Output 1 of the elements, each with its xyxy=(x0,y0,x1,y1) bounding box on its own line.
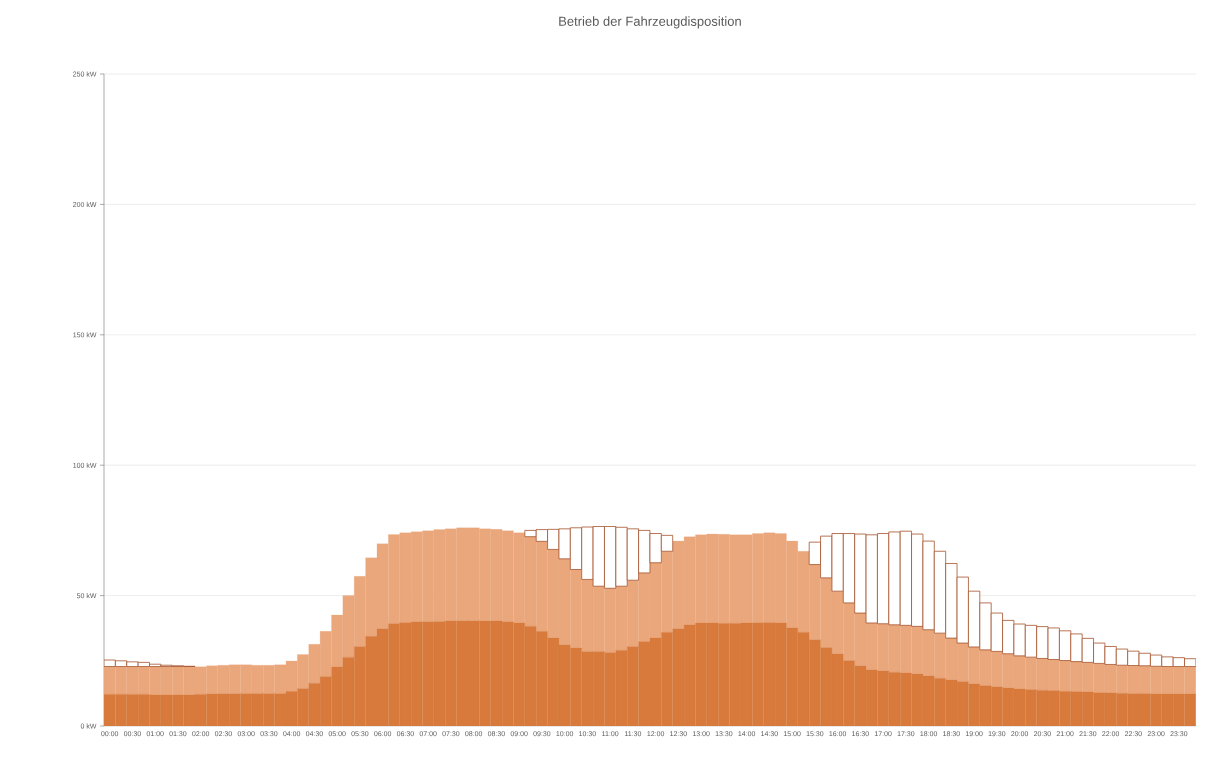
chart-title: Betrieb der Fahrzeugdisposition xyxy=(559,16,741,29)
